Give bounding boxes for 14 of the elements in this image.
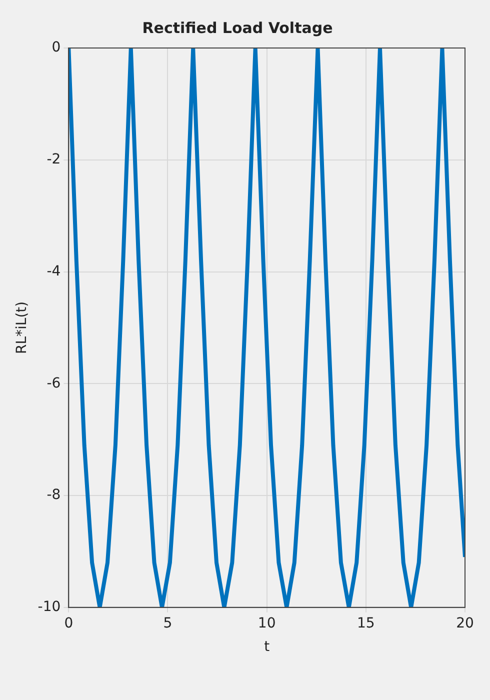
y-tick-label: -8 <box>46 487 61 504</box>
chart-title: Rectified Load Voltage <box>142 18 333 37</box>
x-tick-label: 20 <box>456 615 474 632</box>
y-tick-label: -6 <box>46 375 61 392</box>
y-tick-label: -10 <box>38 599 61 616</box>
x-tick-label: 10 <box>258 615 276 632</box>
x-tick-label: 0 <box>64 615 74 632</box>
x-axis-title: t <box>264 639 270 656</box>
y-tick-label: -2 <box>46 152 61 168</box>
x-tick-label: 15 <box>357 615 375 632</box>
y-tick-label: 0 <box>52 40 61 56</box>
y-axis-title: RL*iL(t) <box>14 301 30 354</box>
y-tick-label: -4 <box>46 263 61 280</box>
x-tick-label: 5 <box>163 615 172 632</box>
